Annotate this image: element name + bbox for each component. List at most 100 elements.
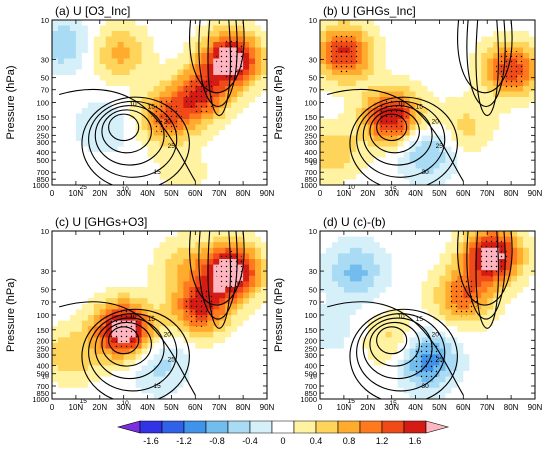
x-tick-label: 30N	[384, 403, 399, 412]
y-tick-label: 100	[304, 99, 317, 108]
x-tick-label: 90N	[528, 189, 543, 198]
colorbar-tick-label: 0.8	[343, 436, 356, 446]
x-tick-label: 10N	[337, 189, 352, 198]
x-tick-label: 60N	[456, 189, 471, 198]
panel-a: 10 15 20 25 15 10 25 (a) U [O3_Inc] Pressure (hP…	[5, 4, 275, 198]
y-axis-label: Pressure (hPa)	[5, 278, 17, 352]
y-tick-label: 400	[304, 362, 317, 371]
y-tick-label: 700	[304, 382, 317, 391]
x-tick-label: 50N	[432, 189, 447, 198]
colorbar-swatch	[337, 420, 361, 434]
contour-label: 10	[121, 400, 129, 407]
y-tick-label: 250	[36, 131, 49, 140]
x-tick-label: 90N	[260, 189, 275, 198]
y-tick-label: 100	[36, 311, 49, 320]
y-tick-label: 400	[304, 148, 317, 157]
y-tick-label: 30	[309, 55, 317, 64]
contour-label: 15	[80, 398, 88, 405]
colorbar-tick-label: 1.2	[376, 436, 389, 446]
y-tick-label: 500	[304, 156, 317, 165]
colorbar-tick-label: 0.4	[310, 436, 323, 446]
x-tick-label: 60N	[188, 403, 203, 412]
x-tick-label: 70N	[480, 403, 495, 412]
y-tick-label: 70	[309, 86, 317, 95]
stipple-region	[476, 236, 508, 277]
y-tick-label: 250	[304, 131, 317, 140]
y-tick-label: 850	[36, 175, 49, 184]
shading-field	[52, 231, 267, 399]
contour-label: 30	[421, 383, 429, 390]
y-tick-label: 250	[304, 344, 317, 353]
x-tick-label: 50N	[432, 403, 447, 412]
colorbar-swatch	[116, 420, 141, 434]
panel-b: 10 15 20 25 30 15 10 10 (b) U [GHGs_Inc] Pressure…	[273, 4, 543, 198]
y-tick-label: 1000	[300, 395, 317, 404]
colorbar-tick-label: -0.4	[242, 436, 258, 446]
x-tick-label: 20N	[92, 189, 107, 198]
contour-label: 25	[168, 356, 176, 363]
colorbar-swatch	[315, 420, 339, 434]
colorbar-swatch	[205, 420, 229, 434]
y-tick-label: 70	[41, 298, 49, 307]
colorbar-swatch	[271, 420, 295, 434]
panel-title: (a) U [O3_Inc]	[55, 4, 130, 18]
x-tick-label: 10N	[69, 403, 84, 412]
colorbar: -1.6 -1.2 -0.8 -0.4 0 0.4 0.8 1.2 1.6	[116, 420, 450, 446]
y-tick-label: 700	[304, 168, 317, 177]
contour-label: 20	[432, 331, 440, 338]
y-tick-label: 150	[36, 113, 49, 122]
jet-contours	[327, 20, 513, 185]
y-tick-label: 400	[36, 148, 49, 157]
shading-field	[52, 20, 267, 185]
y-tick-label: 200	[36, 336, 49, 345]
contour-label: 15	[389, 400, 397, 407]
colorbar-swatch	[161, 420, 185, 434]
x-tick-label: 70N	[212, 189, 227, 198]
y-tick-label: 50	[41, 74, 49, 83]
x-tick-label: 90N	[528, 403, 543, 412]
colorbar-tick-label: -1.2	[176, 436, 192, 446]
contour-label: 25	[436, 356, 444, 363]
x-tick-label: 30N	[384, 189, 399, 198]
x-tick-label: 10N	[337, 403, 352, 412]
y-tick-label: 150	[304, 113, 317, 122]
contour-label: 15	[348, 398, 356, 405]
x-tick-label: 0	[318, 189, 323, 198]
y-tick-label: 1000	[300, 181, 317, 190]
y-tick-label: 1000	[32, 181, 49, 190]
y-tick-label: 100	[36, 99, 49, 108]
contour-label: 15	[389, 186, 397, 193]
contour-label: 10	[397, 313, 405, 320]
jet-contours	[59, 231, 245, 399]
y-tick-label: 850	[304, 175, 317, 184]
x-tick-label: 40N	[140, 189, 155, 198]
x-tick-label: 0	[318, 403, 323, 412]
x-tick-label: 40N	[408, 403, 423, 412]
contour-label: 20	[432, 118, 440, 125]
colorbar-tick-label: 0	[280, 436, 285, 446]
y-tick-label: 10	[41, 227, 49, 236]
colorbar-swatch	[425, 420, 450, 434]
stipple-region	[328, 33, 359, 73]
y-tick-label: 50	[309, 286, 317, 295]
y-tick-label: 300	[36, 138, 49, 147]
x-tick-label: 70N	[212, 403, 227, 412]
contour-label: 10	[129, 101, 137, 108]
y-tick-label: 150	[304, 326, 317, 335]
colorbar-tick-label: -1.6	[143, 436, 159, 446]
stipple-region	[216, 39, 247, 80]
y-tick-label: 200	[304, 336, 317, 345]
contour-label: 20	[164, 331, 172, 338]
contour-label: 25	[80, 184, 88, 191]
contour-label: 10	[129, 313, 137, 320]
x-tick-label: 10N	[69, 189, 84, 198]
y-tick-label: 850	[304, 389, 317, 398]
y-axis-label: Pressure (hPa)	[273, 66, 285, 140]
stipple-region	[448, 276, 479, 317]
y-tick-label: 50	[309, 74, 317, 83]
y-tick-label: 30	[41, 55, 49, 64]
colorbar-swatch	[249, 420, 273, 434]
x-tick-label: 80N	[504, 403, 519, 412]
contour-label: 30	[421, 169, 429, 176]
